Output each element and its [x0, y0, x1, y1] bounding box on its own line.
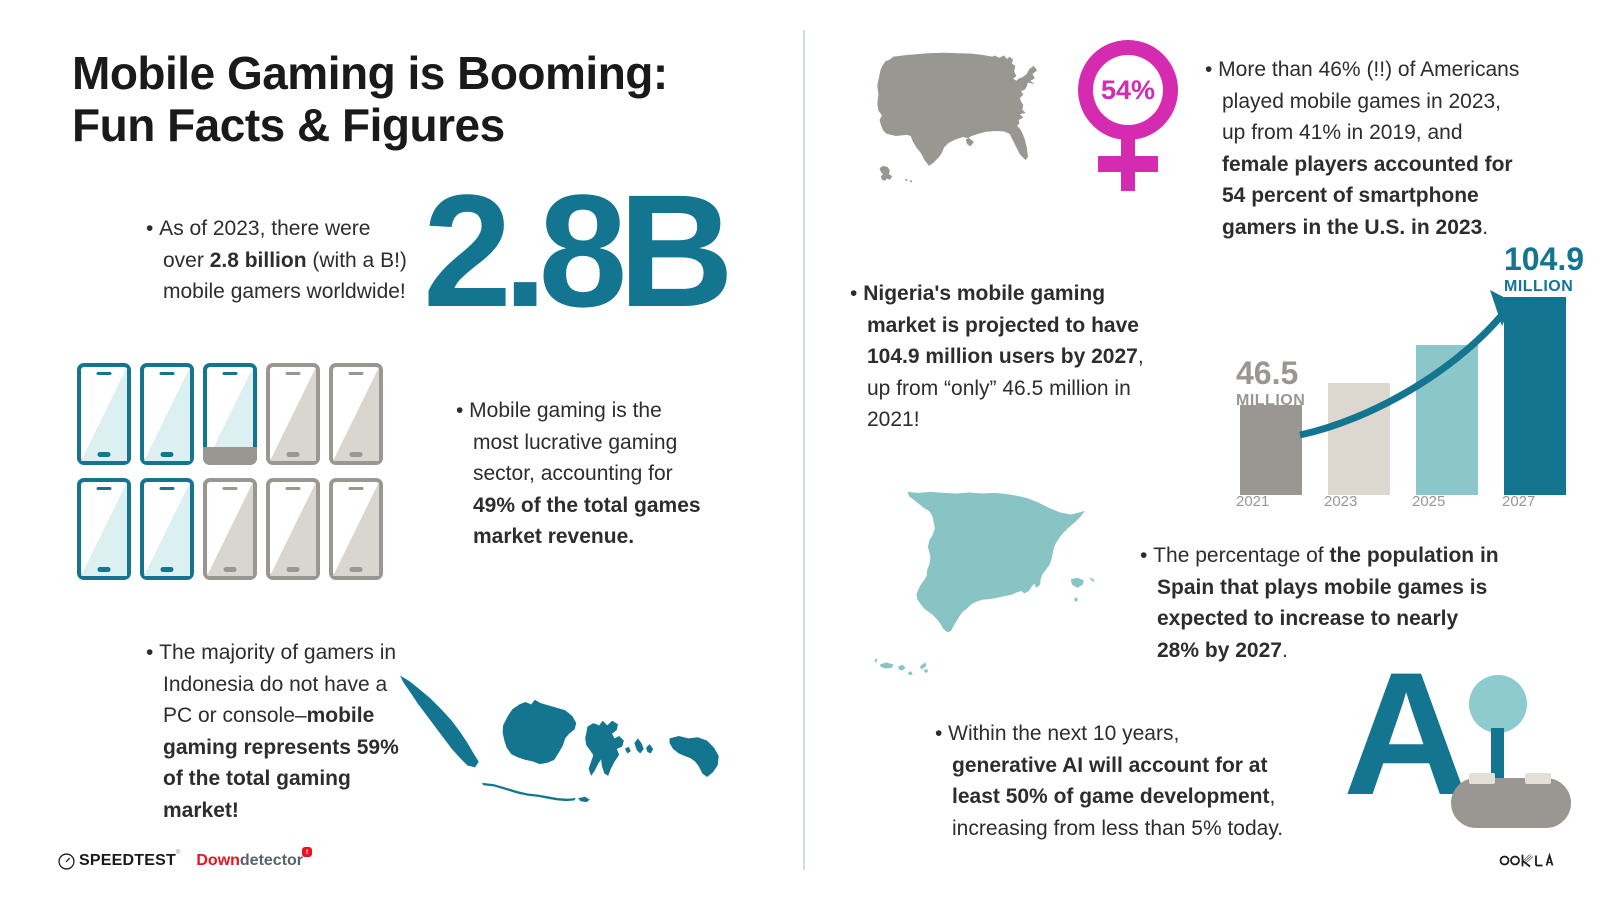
- svg-text:54%: 54%: [1101, 75, 1155, 105]
